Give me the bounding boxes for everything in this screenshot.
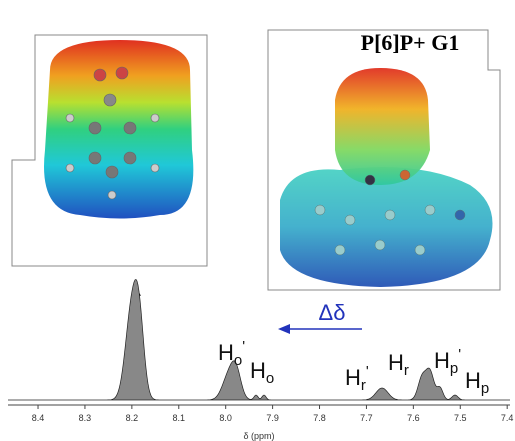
molecule-map bbox=[44, 40, 194, 219]
shift-label: Δδ bbox=[319, 300, 346, 325]
x-tick-label: 8.0 bbox=[219, 413, 232, 423]
peak-prime: ' bbox=[242, 338, 245, 355]
peak-base: H bbox=[465, 368, 481, 393]
host-atoms bbox=[314, 169, 466, 256]
peak-sub: o bbox=[234, 352, 242, 369]
right-frame bbox=[267, 29, 501, 291]
peak-label: Hp' bbox=[434, 346, 461, 377]
peak-label: Hp bbox=[465, 368, 489, 397]
peak-label: Hr bbox=[388, 350, 409, 379]
peak-sub: p bbox=[450, 360, 458, 377]
x-tick-label: 8.3 bbox=[79, 413, 92, 423]
x-tick-label: 7.8 bbox=[313, 413, 326, 423]
x-tick-label: 8.2 bbox=[126, 413, 139, 423]
peak-prime: ' bbox=[366, 363, 369, 380]
x-tick-label: 8.1 bbox=[173, 413, 186, 423]
spectrum bbox=[8, 278, 510, 401]
x-tick-label: 7.4 bbox=[501, 413, 514, 423]
x-axis-label: δ (ppm) bbox=[243, 431, 274, 441]
x-tick-label: 8.4 bbox=[32, 413, 45, 423]
peak-base: H bbox=[218, 340, 234, 365]
peak-label: Ho' bbox=[218, 338, 245, 369]
peak-sub: p bbox=[481, 380, 489, 397]
x-tick-label: 7.6 bbox=[407, 413, 420, 423]
peak-sub: o bbox=[266, 370, 274, 387]
peak-base: H bbox=[345, 365, 361, 390]
arrow-head bbox=[278, 324, 290, 334]
peak-base: H bbox=[250, 358, 266, 383]
x-tick-label: 7.7 bbox=[360, 413, 373, 423]
peak-label: Ho bbox=[250, 358, 274, 387]
host-map bbox=[280, 167, 493, 287]
x-tick-label: 7.5 bbox=[454, 413, 467, 423]
peak-base: H bbox=[434, 348, 450, 373]
guest-map bbox=[335, 68, 430, 185]
peak-base: H bbox=[388, 350, 404, 375]
peak-sub: r bbox=[361, 377, 366, 394]
peak-prime: ' bbox=[458, 346, 461, 363]
atoms bbox=[65, 66, 160, 200]
peak-sub: r bbox=[404, 362, 409, 379]
left-frame bbox=[11, 34, 208, 267]
complex-title: P[6]P+ G1 bbox=[361, 30, 460, 55]
x-tick-label: 7.9 bbox=[266, 413, 279, 423]
peak-label: Hr' bbox=[345, 363, 369, 394]
